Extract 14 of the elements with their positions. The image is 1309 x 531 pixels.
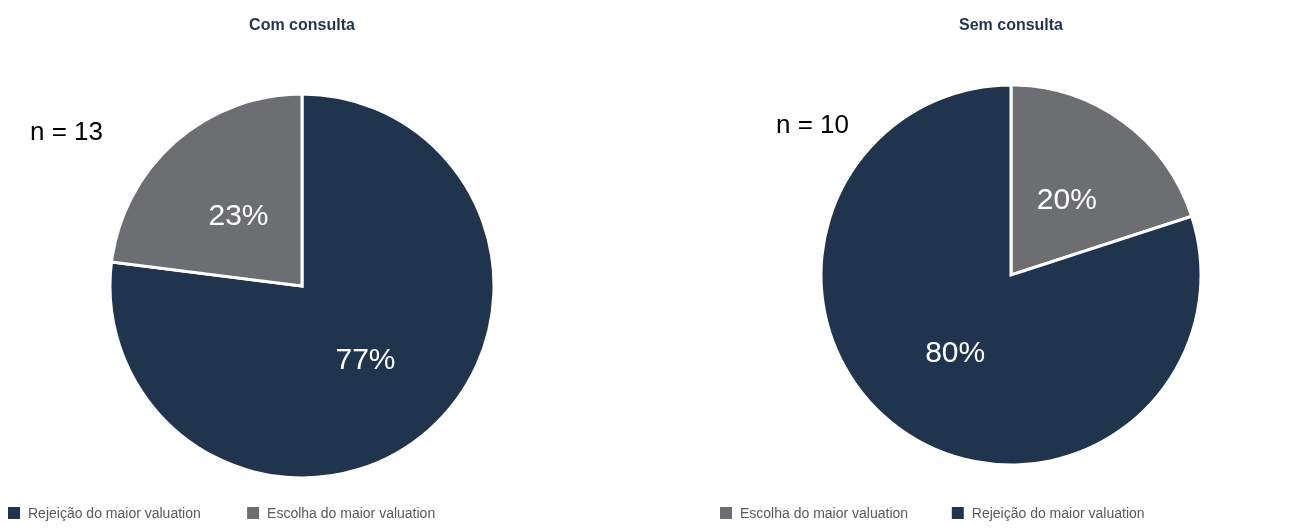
data-label: 80% <box>925 335 986 369</box>
chart-title: Sem consulta <box>958 16 1064 33</box>
data-label: 20% <box>1036 181 1097 215</box>
data-label: 77% <box>335 341 396 375</box>
chart-title: Com consulta <box>249 16 355 33</box>
text: n = 13 <box>30 116 104 146</box>
text: n = 10 <box>776 109 850 139</box>
pie-slice <box>819 83 1203 467</box>
legend-label: Escolha do maior valuation <box>267 505 436 521</box>
legend-label: Rejeição do maior valuation <box>28 505 201 521</box>
data-label: 23% <box>208 197 269 231</box>
legend-label: Escolha do maior valuation <box>740 505 909 521</box>
pie-slice <box>108 92 496 480</box>
legend-label: Rejeição do maior valuation <box>971 505 1145 521</box>
